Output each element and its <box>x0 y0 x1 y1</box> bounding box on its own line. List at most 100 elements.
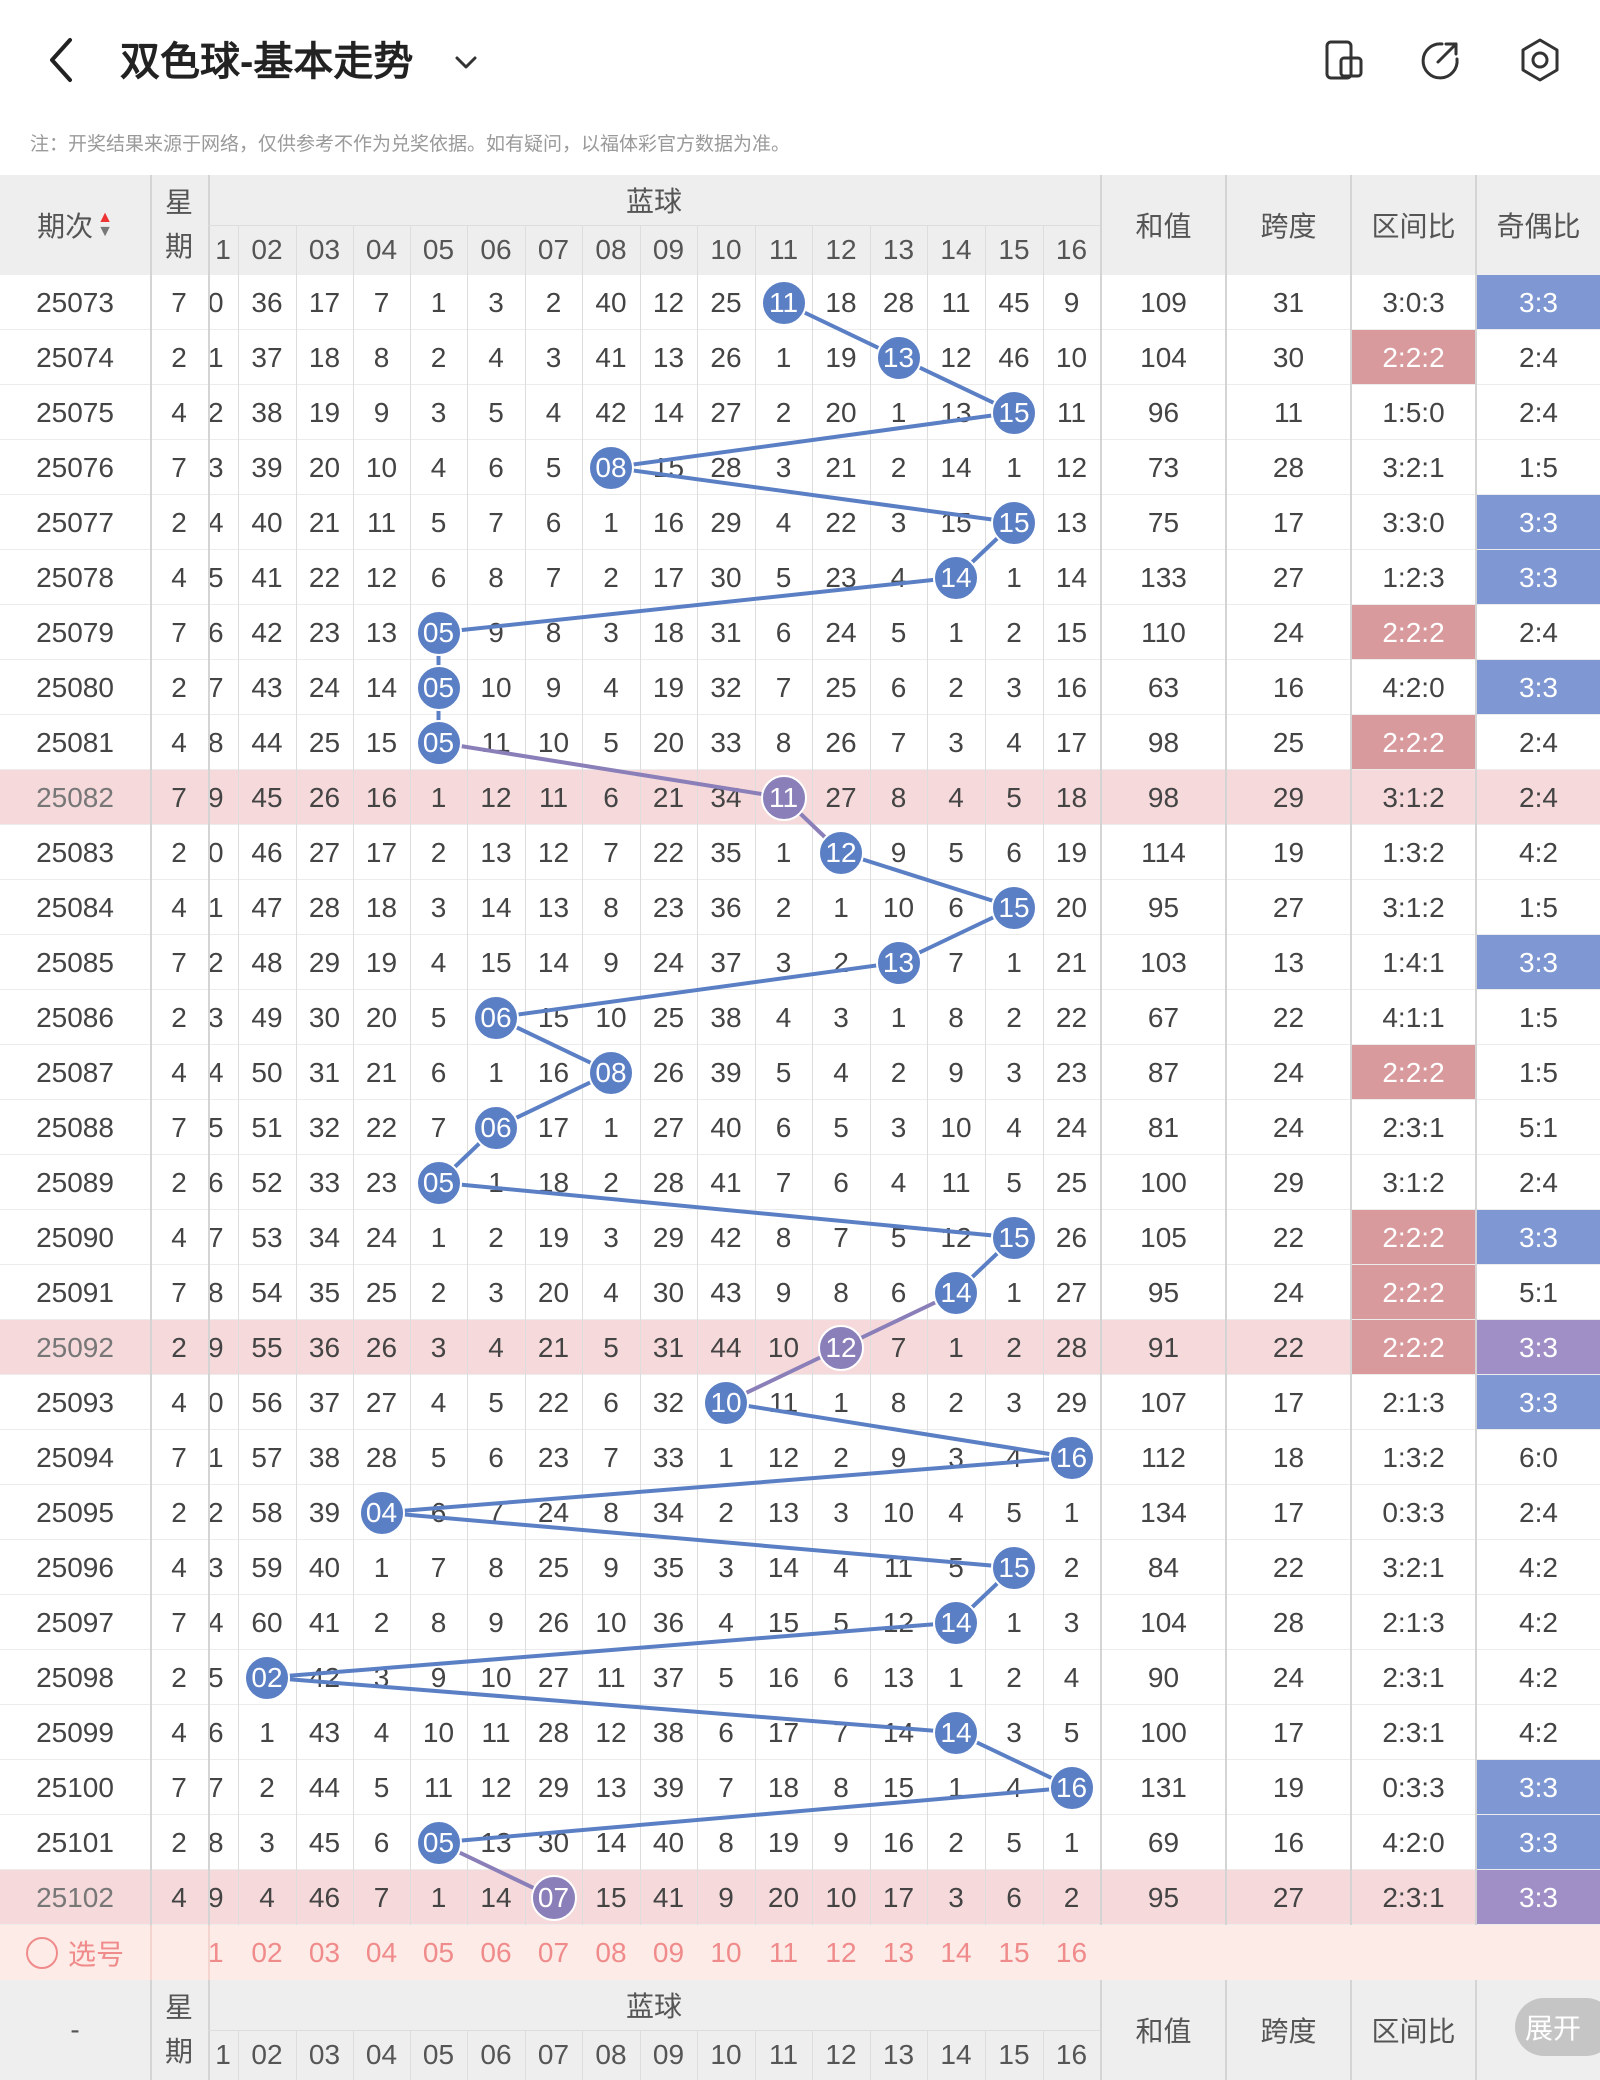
table-row[interactable]: 25101 2 8 3 45 6 13 30 14 40 8 19 9 16 2 5 1 69 16 4:2:0 3:3 <box>0 1815 1600 1870</box>
pick-number[interactable]: 14 <box>940 1936 972 1968</box>
sort-arrows-icon[interactable]: ▲ ▼ <box>97 209 113 240</box>
miss-count-cell: 9 <box>1063 286 1080 318</box>
pick-number[interactable]: 03 <box>308 1936 341 1968</box>
pick-number[interactable]: 06 <box>480 1936 512 1968</box>
zone-ratio-cell: 2:3:1 <box>1382 1881 1445 1913</box>
settings-icon[interactable] <box>1516 36 1564 84</box>
pick-number[interactable]: 1 <box>208 1936 224 1968</box>
weekday-cell: 2 <box>171 1331 187 1363</box>
table-row[interactable]: 25095 2 2 58 39 6 7 24 8 34 2 13 3 10 4 5 1 134 17 0:3:3 2:4 <box>0 1485 1600 1540</box>
miss-count-cell: 20 <box>767 1881 800 1913</box>
table-row[interactable]: 25096 4 3 59 40 1 7 8 25 9 35 3 14 4 11 5 2 84 22 3:2:1 4:2 <box>0 1540 1600 1595</box>
miss-count-cell: 46 <box>251 836 283 868</box>
sum-cell: 69 <box>1147 1826 1180 1858</box>
pick-number[interactable]: 02 <box>251 1936 283 1968</box>
table-row[interactable]: 25083 2 0 46 27 17 2 13 12 7 22 35 1 9 5 6 19 114 19 1:3:2 4… <box>0 825 1600 880</box>
col-header-period[interactable]: - <box>70 2014 80 2045</box>
table-row[interactable]: 25080 2 7 43 24 14 10 9 4 19 32 7 25 6 2 3 16 63 16 4:2:0 3:… <box>0 660 1600 715</box>
table-row[interactable]: 25088 7 5 51 32 22 7 17 1 27 40 6 5 3 10 4 24 81 24 2:3:1 5:… <box>0 1100 1600 1155</box>
pick-number[interactable]: 12 <box>825 1936 857 1968</box>
blue-ball: 06 <box>473 994 519 1041</box>
miss-count-cell: 2 <box>718 1496 734 1528</box>
pick-number[interactable]: 04 <box>365 1936 398 1968</box>
miss-count-cell: 10 <box>595 1001 627 1033</box>
table-row[interactable]: 25086 2 3 49 30 20 5 15 10 25 38 4 3 1 8 2 22 67 22 4:1:1 1:… <box>0 990 1600 1045</box>
period-cell: 25102 <box>36 1881 114 1913</box>
table-row[interactable]: 25094 7 1 57 38 28 5 6 23 7 33 1 12 2 9 3 4 112 18 1:3:2 6:0 <box>0 1430 1600 1485</box>
table-row[interactable]: 25085 7 2 48 29 19 4 15 14 9 24 37 3 2 7 1 21 103 13 1:4:1 3… <box>0 935 1600 990</box>
miss-count-cell: 7 <box>430 1111 447 1143</box>
miss-count-cell: 3 <box>603 616 619 648</box>
miss-count-cell: 1 <box>430 781 447 813</box>
miss-count-cell: 41 <box>710 1166 742 1198</box>
col-header-number: 10 <box>710 2039 742 2070</box>
table-row[interactable]: 25087 4 4 50 31 21 6 1 16 26 39 5 4 2 9 3 23 87 24 2:2:2 1:5 <box>0 1045 1600 1100</box>
table-row[interactable]: 25090 4 7 53 34 24 1 2 19 3 29 42 8 7 5 12 26 105 22 2:2:2 3… <box>0 1210 1600 1265</box>
zone-ratio-cell: 2:2:2 <box>1382 616 1445 648</box>
pick-number[interactable]: 10 <box>710 1936 742 1968</box>
radio-circle-icon[interactable] <box>25 1936 58 1969</box>
zone-ratio-cell: 3:0:3 <box>1382 286 1445 318</box>
miss-count-cell: 1 <box>1006 1606 1022 1638</box>
dropdown-chevron-icon[interactable] <box>450 46 482 78</box>
header-subdivider <box>697 2030 698 2080</box>
page-title[interactable]: 双色球-基本走势 <box>120 40 414 84</box>
phone-layout-icon[interactable] <box>1320 36 1368 84</box>
pick-number[interactable]: 07 <box>537 1936 570 1968</box>
table-row[interactable]: 25076 7 3 39 20 10 4 6 5 15 28 3 21 2 14 1 12 73 28 3:2:1 1:… <box>0 440 1600 495</box>
miss-count-cell: 9 <box>373 396 390 428</box>
odd-even-highlight <box>1477 660 1600 715</box>
miss-count-cell: 11 <box>481 726 511 758</box>
period-cell: 25079 <box>36 616 114 648</box>
table-row[interactable]: 25099 4 6 1 43 4 10 11 28 12 38 6 17 7 14 3 5 100 17 2:3:1 4… <box>0 1705 1600 1760</box>
pick-number[interactable]: 05 <box>422 1936 455 1968</box>
table-row[interactable]: 25075 4 2 38 19 9 3 5 4 42 14 27 2 20 1 13 11 96 11 1:5:0 2:… <box>0 385 1600 440</box>
miss-count-cell: 1 <box>603 506 619 538</box>
table-row[interactable]: 25098 2 5 42 3 9 10 27 11 37 5 16 6 13 1 2 4 90 24 2:3:1 4:2 <box>0 1650 1600 1705</box>
table-row[interactable]: 25097 7 4 60 41 2 8 9 26 10 36 4 15 5 12 1 3 104 28 2:1:3 4:… <box>0 1595 1600 1650</box>
pick-number[interactable]: 13 <box>882 1936 915 1968</box>
miss-count-cell: 32 <box>308 1111 341 1143</box>
header-divider <box>1100 175 1102 275</box>
table-row[interactable]: 25078 4 5 41 22 12 6 8 7 2 17 30 5 23 4 1 14 133 27 1:2:3 3:… <box>0 550 1600 605</box>
pick-label[interactable]: 选号 <box>0 1925 150 1980</box>
span-cell: 24 <box>1272 1276 1305 1308</box>
miss-count-cell: 2 <box>775 891 792 923</box>
miss-count-cell: 7 <box>488 1496 504 1528</box>
table-row[interactable]: 25091 7 8 54 35 25 2 3 20 4 30 43 9 8 6 1 27 95 24 2:2:2 5:1 <box>0 1265 1600 1320</box>
pick-number[interactable]: 11 <box>768 1936 799 1968</box>
table-row[interactable]: 25081 4 8 44 25 15 11 10 5 20 33 8 26 7 3 4 17 98 25 2:2:2 2… <box>0 715 1600 770</box>
pick-number[interactable]: 08 <box>595 1936 627 1968</box>
table-row[interactable]: 25092 2 9 55 36 26 3 4 21 5 31 44 10 7 1 2 28 91 22 2:2:2 3:… <box>0 1320 1600 1375</box>
miss-count-cell: 11 <box>366 506 397 538</box>
weekday-cell: 7 <box>171 1276 187 1308</box>
share-icon[interactable] <box>1416 36 1464 84</box>
table-row[interactable]: 25102 4 9 4 46 7 1 14 15 41 9 20 10 17 3 6 2 95 27 2:3:1 3:3 <box>0 1870 1600 1925</box>
miss-count-cell: 10 <box>1055 341 1088 373</box>
miss-count-cell: 35 <box>652 1551 685 1583</box>
table-row[interactable]: 25073 7 0 36 17 7 1 3 2 40 12 25 18 28 11 45 9 109 31 3:0:3… <box>0 275 1600 330</box>
table-row[interactable]: 25093 4 0 56 37 27 4 5 22 6 32 11 1 8 2 3 29 107 17 2:1:3 3:… <box>0 1375 1600 1430</box>
table-row[interactable]: 25100 7 7 2 44 5 11 12 29 13 39 7 18 8 15 1 4 131 19 0:3:3 3… <box>0 1760 1600 1815</box>
odd-even-cell: 2:4 <box>1519 341 1558 373</box>
miss-count-cell: 6 <box>430 561 447 593</box>
miss-count-cell: 26 <box>1055 1221 1088 1253</box>
miss-count-cell: 10 <box>882 1496 915 1528</box>
pick-number[interactable]: 16 <box>1055 1936 1088 1968</box>
table-row[interactable]: 25089 2 6 52 33 23 1 18 2 28 41 7 6 4 11 5 25 100 29 3:1:2 2… <box>0 1155 1600 1210</box>
table-row[interactable]: 25079 7 6 42 23 13 9 8 3 18 31 6 24 5 1 2 15 110 24 2:2:2 2:… <box>0 605 1600 660</box>
table-row[interactable]: 25084 4 1 47 28 18 3 14 13 8 23 36 2 1 10 6 20 95 27 3:1:2 1… <box>0 880 1600 935</box>
miss-count-cell: 10 <box>767 1331 800 1363</box>
span-cell: 19 <box>1272 836 1305 868</box>
expand-button[interactable]: 展开 <box>1515 1998 1600 2056</box>
table-row[interactable]: 25074 2 1 37 18 8 2 4 3 41 13 26 1 19 12 46 10 104 30 2:2:2… <box>0 330 1600 385</box>
pick-number[interactable]: 15 <box>998 1936 1030 1968</box>
miss-count-cell: 40 <box>652 1826 685 1858</box>
span-cell: 16 <box>1272 1826 1305 1858</box>
pick-number[interactable]: 09 <box>652 1936 685 1968</box>
col-header-period[interactable]: 期次 ▲ ▼ <box>37 209 113 243</box>
table-row[interactable]: 25077 2 4 40 21 11 5 7 6 1 16 29 4 22 3 15 13 75 17 3:3:0 3:… <box>0 495 1600 550</box>
weekday-cell: 4 <box>171 1056 187 1088</box>
back-icon[interactable] <box>40 32 82 88</box>
miss-count-cell: 26 <box>825 726 857 758</box>
